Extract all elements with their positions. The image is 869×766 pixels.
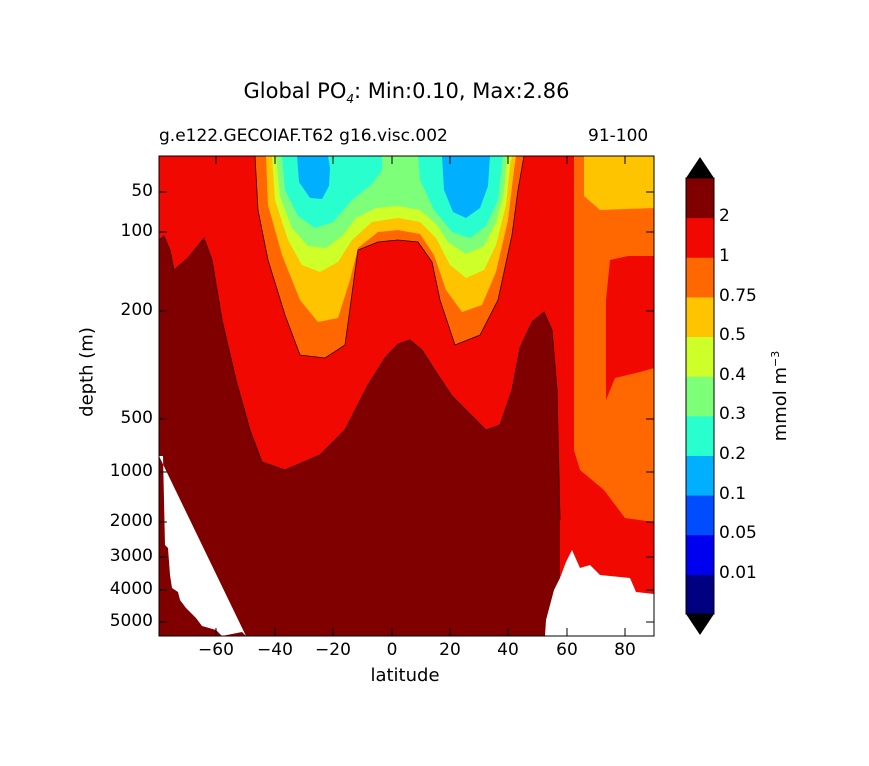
y-tick-label: 3000 [109, 546, 153, 566]
contour-band-1-2-north-tongue [566, 156, 574, 340]
colorbar-segment [686, 574, 714, 615]
contour-line-075 [254, 156, 525, 359]
colorbar-tick-label: 0.1 [719, 484, 747, 504]
x-tick-label: 0 [386, 640, 398, 660]
colorbar-segment [686, 495, 714, 536]
y-tick-label: 2000 [109, 511, 153, 531]
colorbar-segment [686, 296, 714, 338]
contour-band-2plus [159, 236, 560, 636]
colorbar-tick-label: 2 [719, 206, 730, 226]
colorbar-segment [686, 178, 714, 219]
colorbar-tick-label: 0.4 [719, 365, 747, 385]
land-north-atlantic [545, 550, 654, 636]
x-tick-label: −20 [315, 640, 351, 660]
y-tick-label: 100 [120, 221, 153, 241]
chart-subtitle-years: 91-100 [588, 126, 649, 146]
y-tick-label: 1000 [109, 461, 153, 481]
colorbar-segment [686, 257, 714, 298]
x-tick-label: 60 [556, 640, 578, 660]
chart-title: Global PO4: Min:0.10, Max:2.86 [243, 79, 570, 107]
contour-line-2plus [159, 235, 561, 521]
y-tick-label: 4000 [109, 579, 153, 599]
colorbar-over-arrow [686, 157, 714, 178]
y-tick-label: 5000 [109, 611, 153, 631]
colorbar-tick-label: 0.5 [719, 325, 747, 345]
colorbar-segment [686, 534, 714, 575]
colorbar [686, 178, 714, 615]
land-north-peak [570, 514, 578, 550]
colorbar-segment [686, 336, 714, 377]
x-tick-marks [215, 156, 626, 636]
colorbar-tick-label: 0.75 [719, 286, 757, 306]
colorbar-tick-label: 0.01 [719, 563, 757, 583]
colorbar-segment [686, 217, 714, 258]
colorbar-tick-label: 0.2 [719, 444, 747, 464]
colorbar-segment [686, 415, 714, 456]
chart-subtitle-case: g.e122.GECOIAF.T62 g16.visc.002 [159, 126, 448, 146]
contour-band-05-075-north [584, 156, 654, 210]
colorbar-frame [685, 177, 715, 615]
contour-band-1-2-north-pocket [606, 256, 654, 400]
y-tick-marks [159, 191, 654, 623]
y-tick-label: 200 [120, 300, 153, 320]
x-tick-label: 80 [614, 640, 636, 660]
contour-band-01-02-north [442, 156, 490, 218]
colorbar-tick-label: 0.3 [719, 404, 747, 424]
colorbar-label: mmol m−3 [769, 350, 791, 442]
colorbar-segment [686, 455, 714, 496]
y-tick-label: 500 [120, 408, 153, 428]
plot-frame [158, 155, 655, 637]
y-axis-label: depth (m) [76, 327, 98, 417]
y-tick-label: 50 [131, 181, 153, 201]
x-axis-label: latitude [370, 665, 440, 686]
contour-field [159, 156, 654, 636]
colorbar-tick-label: 1 [719, 246, 730, 266]
contour-band-01-02-south [297, 156, 330, 199]
colorbar-under-arrow [686, 614, 714, 635]
x-tick-label: −40 [257, 640, 293, 660]
colorbar-segment [686, 376, 714, 417]
x-tick-label: 40 [497, 640, 519, 660]
land-bathymetry [159, 456, 246, 636]
colorbar-tick-label: 0.05 [719, 523, 757, 543]
x-tick-label: −60 [198, 640, 234, 660]
x-tick-label: 20 [439, 640, 461, 660]
